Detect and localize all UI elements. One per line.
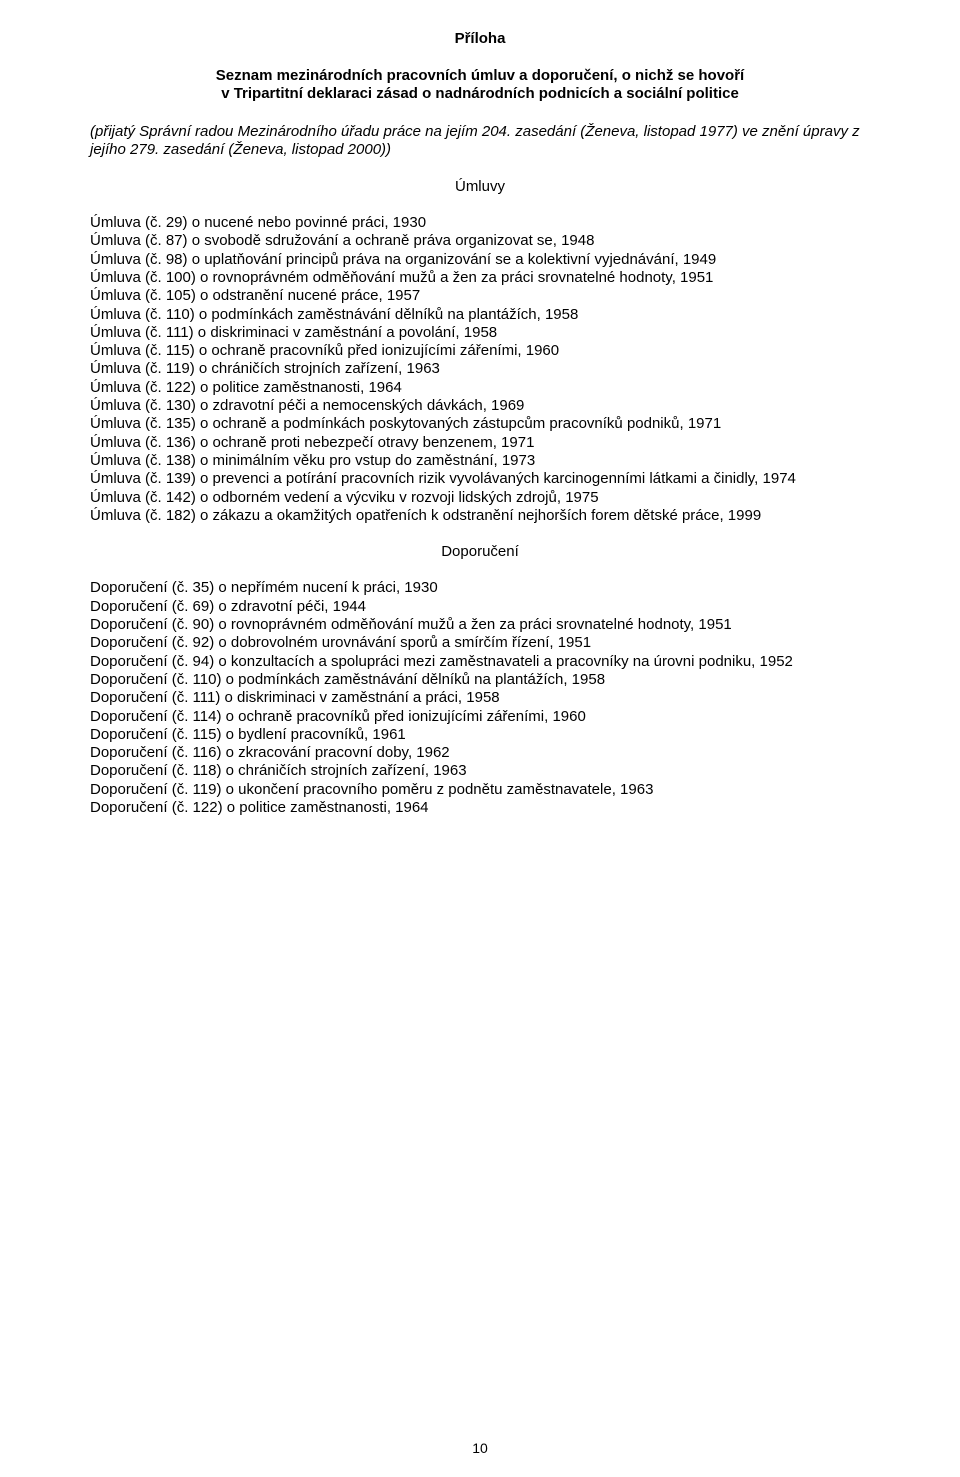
- recommendation-item: Doporučení (č. 69) o zdravotní péči, 194…: [90, 598, 870, 616]
- recommendation-item: Doporučení (č. 115) o bydlení pracovníků…: [90, 726, 870, 744]
- convention-item: Úmluva (č. 29) o nucené nebo povinné prá…: [90, 214, 870, 232]
- recommendation-item: Doporučení (č. 110) o podmínkách zaměstn…: [90, 671, 870, 689]
- recommendation-item: Doporučení (č. 119) o ukončení pracovníh…: [90, 781, 870, 799]
- recommendation-item: Doporučení (č. 118) o chráničích strojní…: [90, 762, 870, 780]
- document-page: Příloha Seznam mezinárodních pracovních …: [0, 0, 960, 1477]
- recommendations-list: Doporučení (č. 35) o nepřímém nucení k p…: [90, 579, 870, 817]
- convention-item: Úmluva (č. 142) o odborném vedení a výcv…: [90, 489, 870, 507]
- convention-item: Úmluva (č. 87) o svobodě sdružování a oc…: [90, 232, 870, 250]
- recommendation-item: Doporučení (č. 111) o diskriminaci v zam…: [90, 689, 870, 707]
- convention-item: Úmluva (č. 135) o ochraně a podmínkách p…: [90, 415, 870, 433]
- recommendation-item: Doporučení (č. 35) o nepřímém nucení k p…: [90, 579, 870, 597]
- convention-item: Úmluva (č. 115) o ochraně pracovníků pře…: [90, 342, 870, 360]
- convention-item: Úmluva (č. 182) o zákazu a okamžitých op…: [90, 507, 870, 525]
- recommendation-item: Doporučení (č. 122) o politice zaměstnan…: [90, 799, 870, 817]
- convention-item: Úmluva (č. 136) o ochraně proti nebezpeč…: [90, 434, 870, 452]
- convention-item: Úmluva (č. 105) o odstranění nucené prác…: [90, 287, 870, 305]
- title-block: Příloha Seznam mezinárodních pracovních …: [90, 30, 870, 103]
- convention-item: Úmluva (č. 111) o diskriminaci v zaměstn…: [90, 324, 870, 342]
- convention-item: Úmluva (č. 98) o uplatňování principů pr…: [90, 251, 870, 269]
- recommendation-item: Doporučení (č. 94) o konzultacích a spol…: [90, 653, 870, 671]
- convention-item: Úmluva (č. 119) o chráničích strojních z…: [90, 360, 870, 378]
- conventions-list: Úmluva (č. 29) o nucené nebo povinné prá…: [90, 214, 870, 525]
- conventions-heading: Úmluvy: [90, 178, 870, 196]
- convention-item: Úmluva (č. 138) o minimálním věku pro vs…: [90, 452, 870, 470]
- adoption-note: (přijatý Správní radou Mezinárodního úřa…: [90, 123, 870, 160]
- recommendation-item: Doporučení (č. 92) o dobrovolném urovnáv…: [90, 634, 870, 652]
- recommendation-item: Doporučení (č. 116) o zkracování pracovn…: [90, 744, 870, 762]
- convention-item: Úmluva (č. 139) o prevenci a potírání pr…: [90, 470, 870, 488]
- convention-item: Úmluva (č. 110) o podmínkách zaměstnáván…: [90, 306, 870, 324]
- convention-item: Úmluva (č. 130) o zdravotní péči a nemoc…: [90, 397, 870, 415]
- title-line3: v Tripartitní deklaraci zásad o nadnárod…: [90, 85, 870, 103]
- title-line1: Příloha: [90, 30, 870, 48]
- title-line2: Seznam mezinárodních pracovních úmluv a …: [90, 67, 870, 85]
- convention-item: Úmluva (č. 100) o rovnoprávném odměňován…: [90, 269, 870, 287]
- page-number: 10: [0, 1440, 960, 1457]
- recommendation-item: Doporučení (č. 90) o rovnoprávném odměňo…: [90, 616, 870, 634]
- recommendations-heading: Doporučení: [90, 543, 870, 561]
- convention-item: Úmluva (č. 122) o politice zaměstnanosti…: [90, 379, 870, 397]
- recommendation-item: Doporučení (č. 114) o ochraně pracovníků…: [90, 708, 870, 726]
